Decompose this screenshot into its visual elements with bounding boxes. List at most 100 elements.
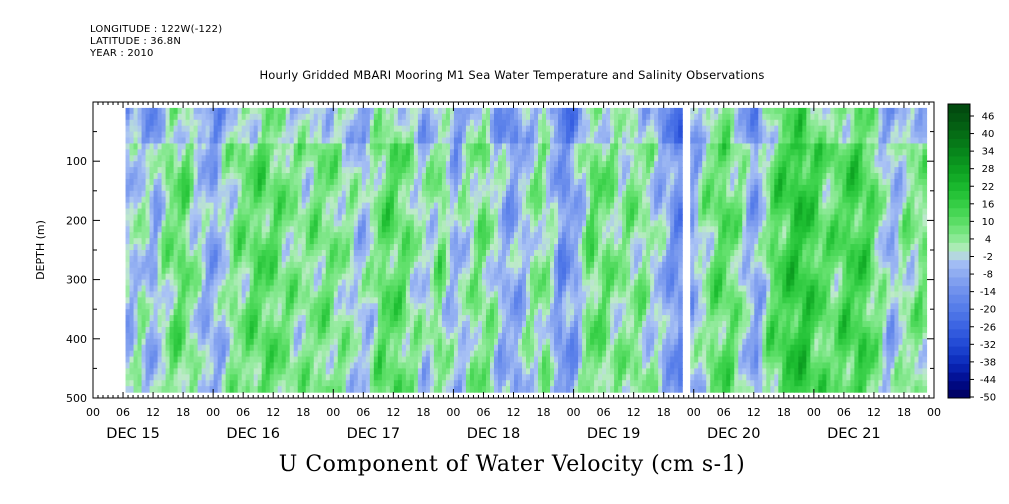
heatmap-cell	[289, 167, 295, 174]
heatmap-cell	[485, 374, 491, 381]
heatmap-cell	[401, 184, 407, 192]
heatmap-cell	[341, 332, 347, 340]
heatmap-cell	[337, 244, 343, 251]
heatmap-cell	[157, 321, 163, 328]
heatmap-cell	[453, 178, 459, 186]
heatmap-cell	[341, 350, 347, 358]
heatmap-cell	[497, 190, 503, 198]
heatmap-cell	[197, 374, 203, 381]
heatmap-cell	[281, 326, 287, 334]
heatmap-cell	[357, 255, 363, 263]
heatmap-cell	[209, 238, 215, 245]
heatmap-cell	[125, 137, 131, 145]
heatmap-cell	[161, 173, 167, 180]
heatmap-cell	[201, 250, 207, 257]
heatmap-cell	[538, 238, 543, 245]
heatmap-cell	[534, 113, 539, 121]
heatmap-cell	[225, 137, 231, 145]
heatmap-cell	[309, 143, 315, 150]
heatmap-cell	[534, 208, 539, 216]
heatmap-cell	[481, 238, 487, 245]
heatmap-cell	[526, 332, 531, 340]
heatmap-cell	[317, 178, 323, 186]
heatmap-cell	[173, 309, 179, 316]
heatmap-cell	[369, 238, 375, 245]
heatmap-cell	[281, 321, 287, 328]
heatmap-cell	[493, 291, 499, 298]
heatmap-cell	[193, 321, 199, 328]
heatmap-cell	[429, 202, 435, 210]
heatmap-cell	[185, 267, 191, 275]
heatmap-cell	[217, 119, 223, 127]
heatmap-cell	[337, 208, 343, 216]
heatmap-cell	[514, 344, 519, 352]
heatmap-cell	[389, 119, 395, 127]
heatmap-cell	[309, 173, 315, 180]
heatmap-cell	[185, 368, 191, 375]
heatmap-cell	[453, 380, 459, 387]
heatmap-cell	[141, 291, 147, 298]
heatmap-cell	[461, 131, 467, 139]
heatmap-cell	[249, 303, 255, 310]
heatmap-cell	[522, 190, 527, 198]
heatmap-cell	[461, 356, 467, 364]
heatmap-cell	[185, 344, 191, 352]
heatmap-cell	[233, 131, 239, 139]
heatmap-cell	[305, 149, 311, 156]
heatmap-cell	[221, 131, 227, 139]
heatmap-cell	[197, 178, 203, 186]
heatmap-cell	[481, 119, 487, 127]
heatmap-cell	[497, 350, 503, 358]
heatmap-cell	[125, 208, 131, 216]
heatmap-cell	[229, 350, 235, 358]
heatmap-cell	[309, 309, 315, 316]
heatmap-cell	[465, 196, 471, 204]
heatmap-cell	[213, 113, 219, 121]
heatmap-cell	[161, 321, 167, 328]
heatmap-cell	[309, 368, 315, 375]
heatmap-cell	[205, 261, 211, 269]
heatmap-cell	[505, 137, 511, 145]
heatmap-cell	[189, 238, 195, 245]
heatmap-cell	[125, 309, 131, 316]
heatmap-cell	[181, 344, 187, 352]
heatmap-cell	[173, 362, 179, 369]
heatmap-cell	[245, 321, 251, 328]
heatmap-cell	[538, 173, 543, 180]
heatmap-cell	[177, 273, 183, 281]
heatmap-cell	[477, 220, 483, 227]
heatmap-cell	[249, 267, 255, 275]
heatmap-cell	[221, 125, 227, 133]
heatmap-cell	[401, 267, 407, 275]
heatmap-cell	[401, 309, 407, 316]
heatmap-cell	[481, 214, 487, 221]
heatmap-cell	[373, 368, 379, 375]
heatmap-cell	[169, 220, 175, 227]
heatmap-cell	[449, 137, 455, 145]
heatmap-cell	[213, 125, 219, 133]
heatmap-cell	[257, 338, 263, 346]
heatmap-cell	[345, 374, 351, 381]
heatmap-cell	[261, 261, 267, 269]
heatmap-cell	[253, 303, 259, 310]
heatmap-cell	[261, 350, 267, 358]
heatmap-cell	[510, 232, 515, 239]
heatmap-cell	[297, 279, 303, 287]
heatmap-cell	[149, 196, 155, 204]
heatmap-cell	[369, 226, 375, 233]
heatmap-cell	[317, 202, 323, 210]
heatmap-cell	[245, 161, 251, 168]
heatmap-cell	[141, 285, 147, 293]
heatmap-cell	[393, 291, 399, 298]
heatmap-cell	[321, 208, 327, 216]
heatmap-cell	[538, 226, 543, 233]
heatmap-cell	[185, 255, 191, 263]
heatmap-cell	[357, 173, 363, 180]
heatmap-cell	[217, 202, 223, 210]
heatmap-cell	[313, 202, 319, 210]
heatmap-cell	[481, 386, 487, 393]
heatmap-cell	[417, 291, 423, 298]
heatmap-cell	[249, 167, 255, 174]
heatmap-cell	[441, 155, 447, 162]
heatmap-cell	[313, 380, 319, 387]
